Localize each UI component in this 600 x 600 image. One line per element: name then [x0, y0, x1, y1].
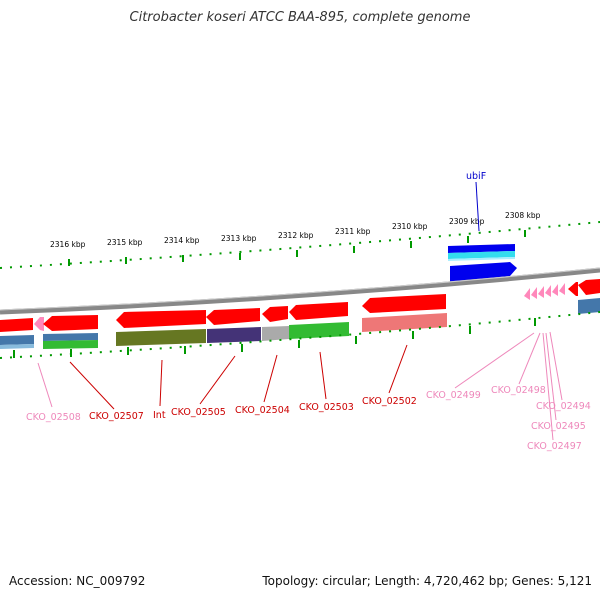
cds-arrows-row — [0, 279, 600, 332]
scale-label: 2308 kbp — [505, 211, 541, 220]
gene-label[interactable]: CKO_02505 — [171, 407, 226, 418]
feature-tracks — [0, 298, 600, 349]
gene-label[interactable]: CKO_02502 — [362, 396, 417, 407]
track-segment — [262, 326, 289, 341]
gene-labels: CKO_02508 CKO_02507 Int CKO_02505 CKO_02… — [26, 171, 591, 452]
cds-arrow — [578, 279, 600, 295]
cds-arrow — [206, 308, 260, 325]
pseudo-cds-arrow — [552, 284, 558, 296]
cds-arrow — [43, 315, 98, 331]
scale-label: 2314 kbp — [164, 236, 200, 245]
scale-label: 2315 kbp — [107, 238, 143, 247]
scale-labels: 2316 kbp 2315 kbp 2314 kbp 2313 kbp 2312… — [50, 211, 541, 249]
gene-label[interactable]: CKO_02497 — [527, 441, 582, 452]
cds-arrow — [568, 282, 578, 296]
blast-hit-bar — [448, 257, 515, 261]
pseudo-cds-arrow — [531, 287, 537, 299]
blast-hit-bar — [448, 251, 515, 259]
gene-label[interactable]: CKO_02507 — [89, 411, 144, 422]
map-title: Citrobacter koseri ATCC BAA-895, complet… — [129, 10, 471, 25]
track-segment — [116, 329, 206, 346]
genome-backbone-highlight — [0, 267, 600, 311]
scale-label: 2313 kbp — [221, 234, 257, 243]
gene-label[interactable]: CKO_02503 — [299, 402, 354, 413]
gene-label[interactable]: ubiF — [466, 171, 486, 182]
gene-label[interactable]: CKO_02495 — [531, 421, 586, 432]
pseudo-cds-arrow — [524, 288, 530, 300]
track-segment — [0, 335, 34, 345]
pseudo-cds-arrow — [559, 283, 565, 295]
gene-label[interactable]: CKO_02499 — [426, 390, 481, 401]
outer-major-ticks — [68, 230, 526, 266]
pseudo-cds-arrow — [538, 286, 544, 298]
ubif-gene-arrow — [450, 262, 517, 282]
inner-major-ticks — [13, 318, 536, 358]
scale-label: 2311 kbp — [335, 227, 371, 236]
track-segment — [0, 344, 34, 349]
gene-label[interactable]: CKO_02498 — [491, 385, 546, 396]
ubif-feature-stack — [448, 181, 517, 282]
blast-hit-bar — [448, 244, 515, 253]
pseudo-cds-arrow — [34, 317, 44, 331]
track-segment — [362, 313, 447, 332]
cds-arrow — [262, 306, 288, 322]
cds-arrow — [116, 310, 206, 328]
track-segment — [43, 340, 98, 349]
genome-backbone — [0, 267, 600, 315]
outer-tick-ruler — [0, 221, 600, 269]
scale-label: 2309 kbp — [449, 217, 485, 226]
ubif-leader-line — [475, 181, 480, 232]
track-segment — [207, 327, 261, 343]
cds-arrow — [0, 318, 33, 332]
cds-arrow — [362, 294, 446, 313]
accession-label: Accession: NC_009792 — [9, 574, 146, 588]
track-segment — [43, 333, 98, 341]
pseudo-cds-arrow — [545, 285, 551, 297]
gene-label[interactable]: CKO_02508 — [26, 412, 81, 423]
leader-lines — [37, 331, 563, 441]
cds-arrow — [289, 302, 348, 320]
scale-label: 2312 kbp — [278, 231, 314, 240]
gene-label[interactable]: CKO_02504 — [235, 405, 290, 416]
track-segment — [289, 322, 349, 339]
scale-label: 2310 kbp — [392, 222, 428, 231]
gene-label[interactable]: Int — [153, 410, 166, 421]
gene-label[interactable]: CKO_02494 — [536, 401, 591, 412]
track-segment — [578, 298, 600, 314]
inner-tick-ruler — [0, 311, 600, 359]
scale-label: 2316 kbp — [50, 240, 86, 249]
genome-summary: Topology: circular; Length: 4,720,462 bp… — [262, 574, 592, 588]
